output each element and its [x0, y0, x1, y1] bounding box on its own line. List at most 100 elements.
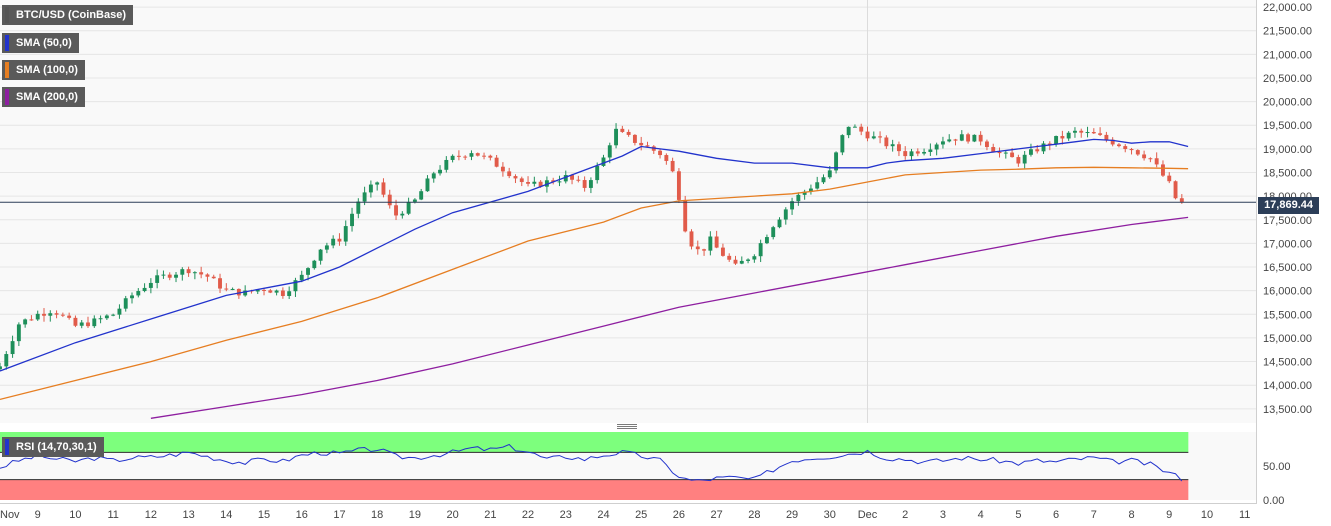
candle-body: [846, 126, 851, 136]
x-tick-label: 18: [371, 509, 383, 521]
rsi-tick-label: 0.00: [1263, 495, 1284, 507]
candle-body: [1173, 181, 1178, 199]
x-tick-label: 13: [182, 509, 194, 521]
candle-body: [808, 188, 813, 192]
x-tick-label: 11: [1239, 509, 1250, 521]
candle-body: [48, 313, 53, 316]
candle-body: [1117, 144, 1121, 147]
candle-body: [1035, 149, 1040, 152]
legend-swatch-rsi: [5, 439, 9, 455]
candle-body: [928, 149, 933, 152]
candle-body: [507, 171, 512, 177]
candle-body: [884, 137, 889, 147]
legend-sma-200: SMA (200,0): [2, 87, 85, 107]
x-tick-label: 10: [1201, 509, 1213, 521]
x-tick-label: 15: [258, 509, 270, 521]
legend-label-btcusd: BTC/USD (CoinBase): [16, 9, 127, 21]
candle-body: [1010, 152, 1015, 158]
candle-body: [387, 194, 392, 206]
candle-body: [104, 315, 109, 319]
candle-body: [148, 282, 153, 288]
candle-body: [1066, 132, 1071, 139]
candle-body: [727, 255, 732, 260]
candle-body: [1167, 175, 1172, 182]
candle-body: [519, 178, 524, 183]
candle-body: [356, 201, 361, 214]
candle-body: [456, 155, 461, 157]
candle-body: [375, 182, 380, 185]
candle-body: [796, 194, 801, 202]
legend-swatch-sma-200: [5, 89, 9, 105]
candle-body: [588, 180, 593, 188]
x-tick-label: 26: [673, 509, 685, 521]
x-tick-label: 30: [824, 509, 836, 521]
x-tick-label: 27: [711, 509, 723, 521]
x-tick-label: 5: [1015, 509, 1021, 521]
candle-body: [73, 317, 78, 326]
x-tick-label: 7: [1091, 509, 1097, 521]
candle-body: [1129, 149, 1134, 151]
x-tick-label: 16: [296, 509, 308, 521]
candle-body: [438, 169, 442, 174]
candle-body: [350, 213, 354, 227]
current-price-label: 17,869.44: [1264, 199, 1313, 211]
candle-body: [35, 313, 40, 320]
candle-body: [174, 274, 178, 278]
candle-body: [324, 245, 329, 250]
legend-label-sma-100: SMA (100,0): [16, 64, 78, 76]
candle-body: [551, 180, 556, 183]
candle-body: [1154, 158, 1159, 165]
x-tick-label: 17: [333, 509, 345, 521]
candle-body: [412, 199, 417, 202]
candle-body: [331, 238, 336, 246]
candle-body: [909, 151, 914, 157]
candle-body: [1029, 149, 1033, 155]
candle-body: [526, 182, 530, 184]
candle-body: [777, 219, 782, 228]
candle-body: [1179, 198, 1184, 203]
candle-body: [978, 134, 983, 142]
candle-body: [1104, 134, 1109, 140]
candle-body: [1073, 130, 1077, 133]
legend-swatch-btcusd: [5, 7, 9, 23]
x-tick-label: 9: [35, 509, 41, 521]
candle-body: [570, 175, 575, 180]
x-tick-label: 8: [1128, 509, 1134, 521]
candle-body: [771, 227, 776, 238]
candle-body: [394, 205, 398, 216]
candle-body: [683, 199, 688, 232]
legend-swatch-sma-100: [5, 62, 9, 78]
candle-body: [532, 181, 537, 184]
pane-splitter-handle[interactable]: [617, 424, 637, 430]
candle-body: [513, 176, 518, 179]
candle-body: [563, 175, 568, 182]
candle-body: [450, 155, 455, 160]
x-tick-label: 21: [484, 509, 496, 521]
candle-body: [136, 291, 141, 296]
candle-body: [997, 151, 1002, 154]
candle-body: [406, 201, 411, 214]
candle-body: [947, 139, 952, 142]
candle-body: [714, 236, 719, 248]
candle-body: [720, 247, 725, 256]
candle-body: [1060, 136, 1065, 139]
candle-body: [500, 166, 505, 172]
legend-swatch-sma-50: [5, 35, 9, 51]
candle-body: [1161, 164, 1165, 176]
candle-body: [746, 259, 751, 261]
sma-50-line: [0, 138, 1189, 372]
candle-body: [733, 259, 738, 264]
candle-body: [658, 150, 663, 156]
x-tick-label: 10: [69, 509, 81, 521]
candle-body: [79, 322, 84, 326]
x-tick-label: 12: [145, 509, 157, 521]
candle-body: [664, 155, 669, 161]
candle-body: [878, 136, 883, 138]
candle-body: [915, 151, 920, 154]
candle-body: [425, 178, 430, 192]
candle-body: [972, 134, 977, 142]
candle-body: [871, 136, 876, 139]
x-tick-label: Nov: [0, 509, 20, 521]
